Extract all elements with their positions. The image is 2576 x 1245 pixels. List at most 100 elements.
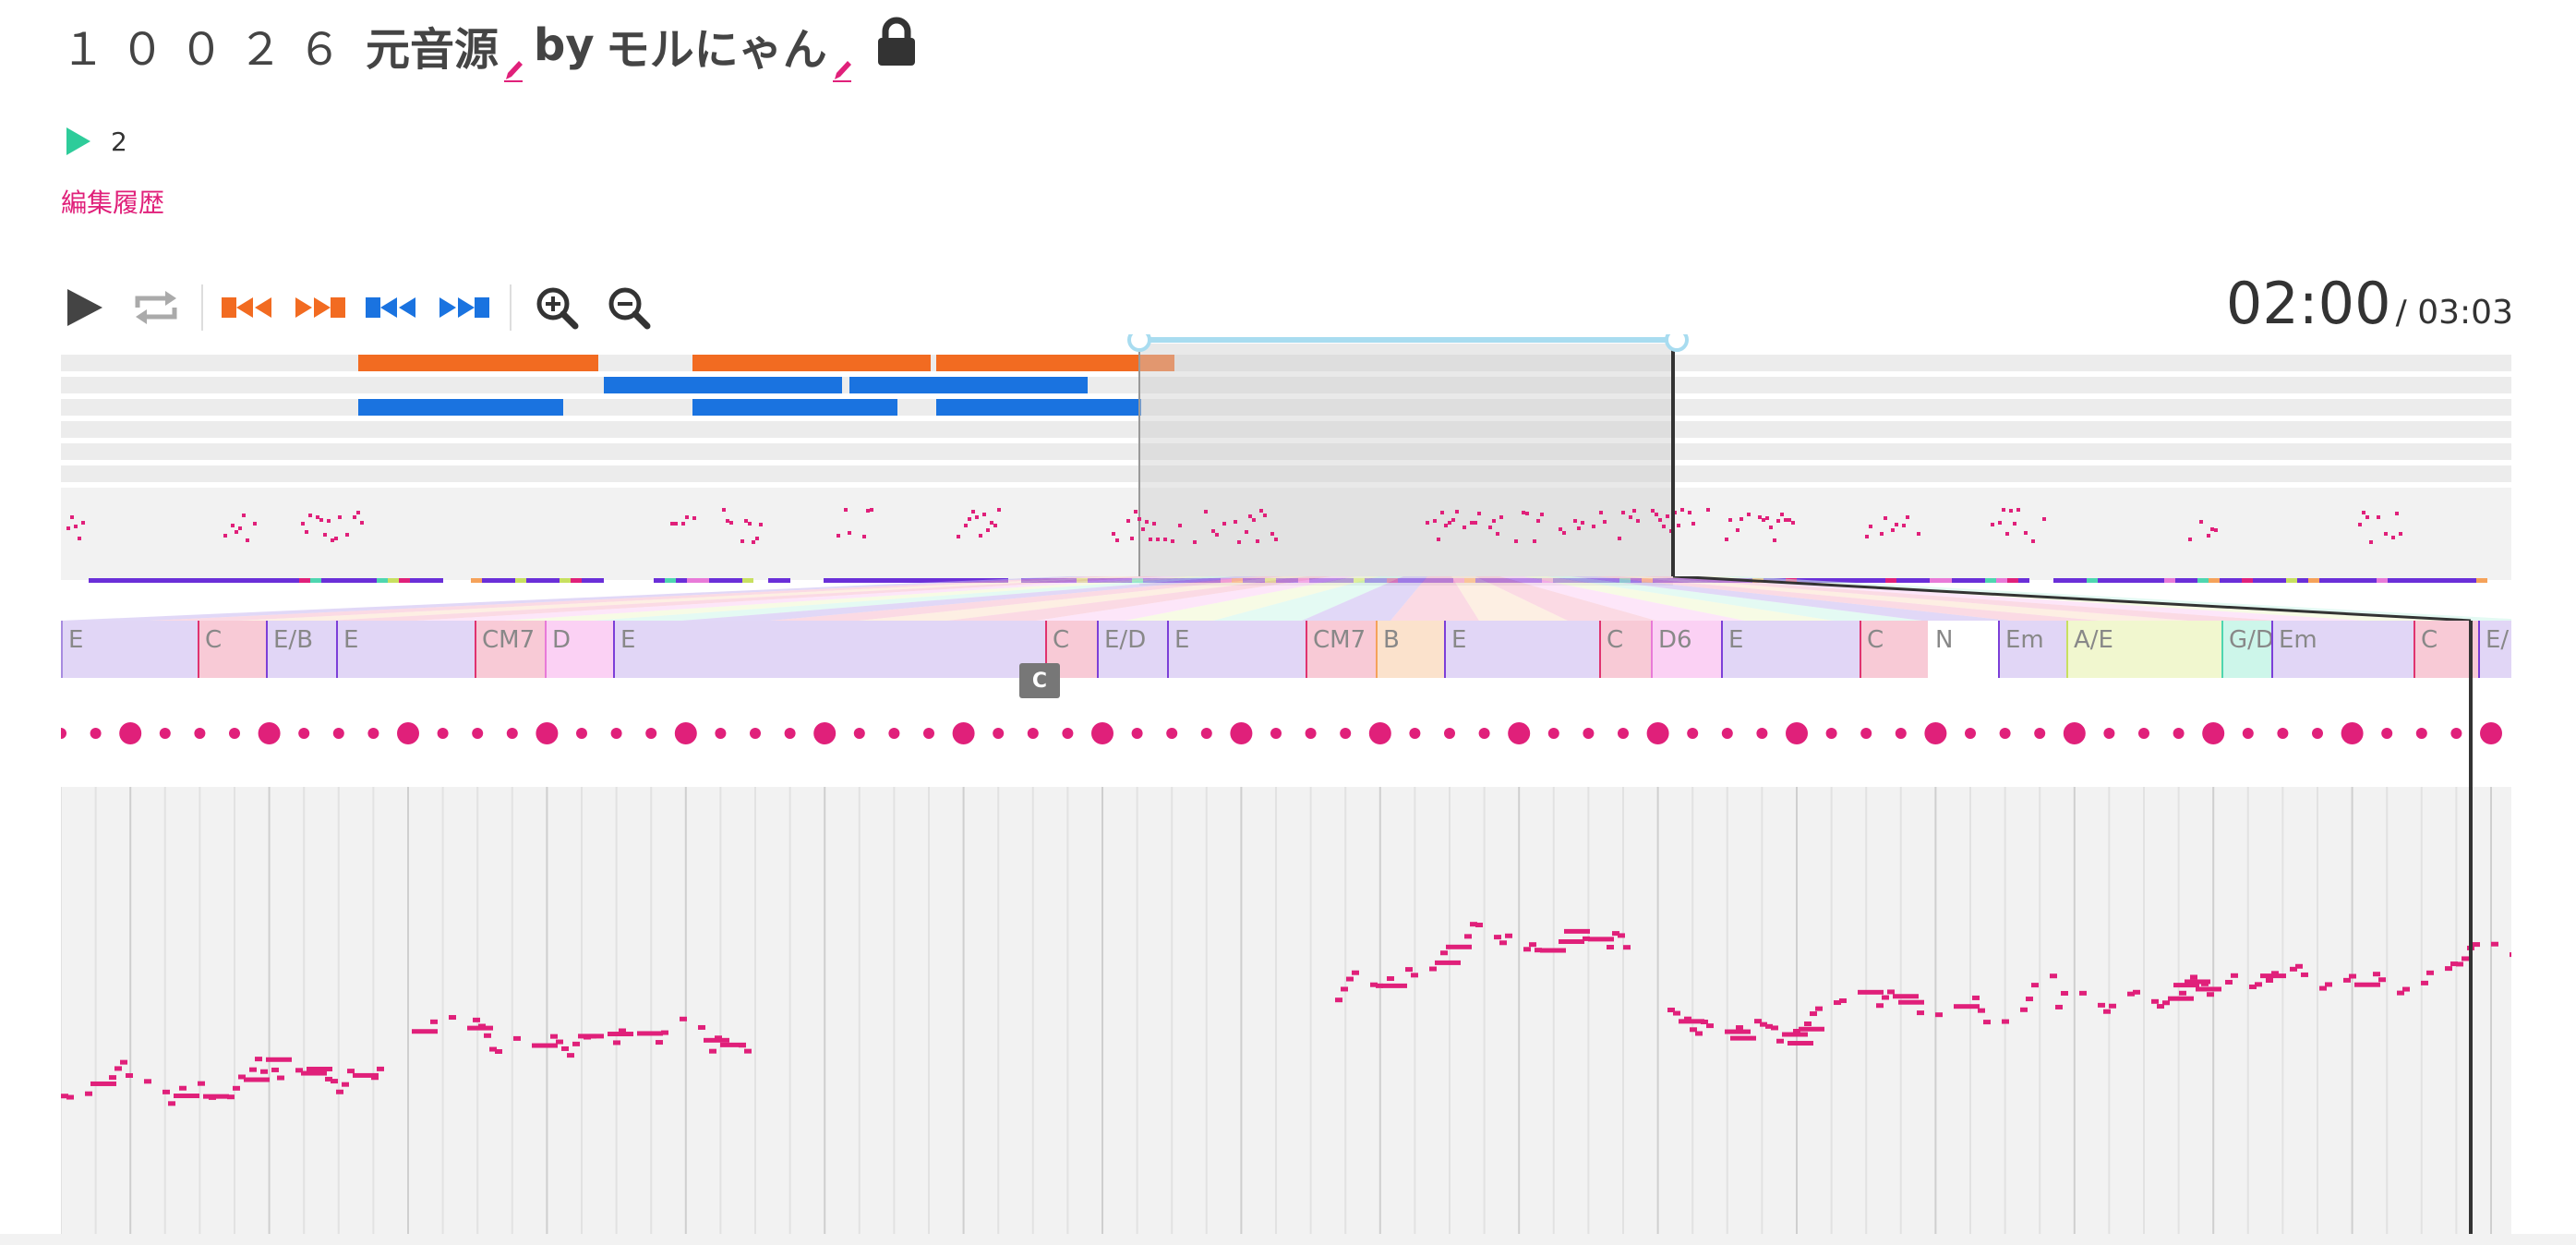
overview-chord-segment	[377, 578, 388, 583]
melody-note	[233, 1085, 240, 1091]
melody-note	[1564, 928, 1590, 934]
overview-chord-segment	[2308, 578, 2319, 583]
jump-start-blue-button[interactable]	[366, 281, 419, 334]
overview-chord-segment	[2087, 578, 2098, 583]
overview-melody-note	[1991, 523, 1994, 526]
chord-cell[interactable]: C	[198, 621, 266, 678]
melody-note	[249, 1067, 257, 1072]
overview-section-block[interactable]	[936, 399, 1141, 416]
beat-marker	[784, 728, 796, 739]
chord-cell[interactable]: E/	[2478, 621, 2511, 678]
beat-marker	[437, 728, 449, 739]
author-name[interactable]: モルにゃん	[605, 24, 827, 76]
main-playhead[interactable]	[2469, 621, 2473, 1234]
chord-cell[interactable]: N	[1928, 621, 1998, 678]
chord-cell[interactable]: C	[1860, 621, 1928, 678]
zoom-out-button[interactable]	[602, 281, 656, 334]
piano-roll[interactable]	[61, 787, 2511, 1236]
edit-history-link[interactable]: 編集履歴	[61, 187, 165, 218]
overview-chord-segment	[709, 578, 720, 583]
melody-note	[589, 1033, 596, 1039]
chord-cell[interactable]: G/D	[2221, 621, 2271, 678]
overview-section-block[interactable]	[849, 377, 1088, 393]
overview-chord-segment	[2275, 578, 2286, 583]
chord-cell[interactable]: E/D	[1097, 621, 1167, 678]
overview-chord-segment	[1874, 578, 1885, 583]
play-button[interactable]	[57, 281, 111, 334]
selection-end-handle[interactable]	[1665, 334, 1689, 352]
overview-melody-note	[1765, 516, 1769, 520]
melody-note	[1972, 995, 1980, 1000]
chord-cell[interactable]: E	[1167, 621, 1306, 678]
chord-cell[interactable]: E	[61, 621, 198, 678]
play-count-icon	[66, 127, 90, 155]
overview-melody-note	[1784, 518, 1788, 522]
melody-note	[2295, 963, 2303, 969]
overview-section-block[interactable]	[358, 399, 563, 416]
zoom-connector-band	[1475, 576, 1656, 621]
selection-start-handle[interactable]	[1127, 334, 1151, 352]
chord-cell[interactable]: A/E	[2066, 621, 2221, 678]
overview-melody-note	[1902, 524, 1906, 527]
melody-note	[325, 1076, 332, 1082]
melody-note	[1690, 1027, 1697, 1033]
chord-cell[interactable]: E/B	[266, 621, 336, 678]
beat-marker	[1618, 728, 1629, 739]
overview-chord-segment	[2064, 578, 2076, 583]
overview-melody-note	[1706, 508, 1710, 512]
melody-note	[1765, 1023, 1773, 1029]
overview-section-block[interactable]	[692, 399, 897, 416]
chord-cell[interactable]: D6	[1651, 621, 1721, 678]
song-overview[interactable]	[61, 334, 2511, 586]
chord-cell[interactable]: D	[545, 621, 613, 678]
beat-marker	[1062, 728, 1074, 739]
repeat-button[interactable]	[129, 281, 183, 334]
overview-melody-note	[1470, 521, 1474, 525]
edit-author-pencil-icon[interactable]	[831, 42, 853, 82]
jump-start-orange-button[interactable]	[222, 281, 275, 334]
jump-end-blue-icon	[439, 297, 489, 318]
chord-cell[interactable]: B	[1376, 621, 1444, 678]
overview-chord-segment	[388, 578, 399, 583]
overview-melody-note	[1895, 523, 1898, 526]
melody-note	[1679, 1019, 1704, 1024]
chord-cell[interactable]: E	[1721, 621, 1860, 678]
overview-melody-note	[1145, 520, 1149, 524]
chord-cell[interactable]: C	[1599, 621, 1651, 678]
overview-section-block[interactable]	[936, 355, 1174, 371]
chord-cell[interactable]: E	[613, 621, 1045, 678]
melody-note	[1776, 1038, 1784, 1044]
zoom-connector-band	[1302, 576, 1427, 621]
jump-end-blue-button[interactable]	[438, 281, 491, 334]
overview-section-block[interactable]	[358, 355, 598, 371]
chord-cell[interactable]: Em	[1998, 621, 2066, 678]
overview-chord-segment	[133, 578, 144, 583]
chord-cell[interactable]: E	[336, 621, 475, 678]
overview-section-block[interactable]	[604, 377, 842, 393]
zoom-in-button[interactable]	[530, 281, 584, 334]
edit-title-pencil-icon[interactable]	[502, 42, 524, 82]
jump-end-orange-button[interactable]	[294, 281, 347, 334]
overview-melody-note	[837, 534, 840, 538]
overview-melody-note	[1592, 525, 1595, 528]
overview-lane	[61, 443, 2511, 460]
melody-note	[114, 1066, 122, 1071]
bottom-scrollbar[interactable]	[0, 1234, 2576, 1245]
overview-melody-note	[1138, 517, 1141, 521]
melody-note	[1839, 998, 1847, 1004]
beat-marker	[229, 728, 240, 739]
chord-cell[interactable]: C	[2413, 621, 2478, 678]
melody-note	[1771, 1025, 1778, 1031]
melody-note	[1882, 995, 1889, 1000]
chord-cell[interactable]: E	[1444, 621, 1599, 678]
chord-cell[interactable]: CM7	[475, 621, 545, 678]
beat-marker	[1895, 728, 1907, 739]
melody-note	[1983, 1020, 1991, 1025]
selection-region[interactable]	[1139, 344, 1673, 586]
overview-melody-note	[1747, 513, 1751, 516]
melody-note	[2079, 990, 2087, 996]
chord-cell[interactable]: CM7	[1306, 621, 1376, 678]
chord-cell[interactable]: Em	[2271, 621, 2413, 678]
melody-note	[1893, 994, 1919, 999]
overview-section-block[interactable]	[692, 355, 931, 371]
